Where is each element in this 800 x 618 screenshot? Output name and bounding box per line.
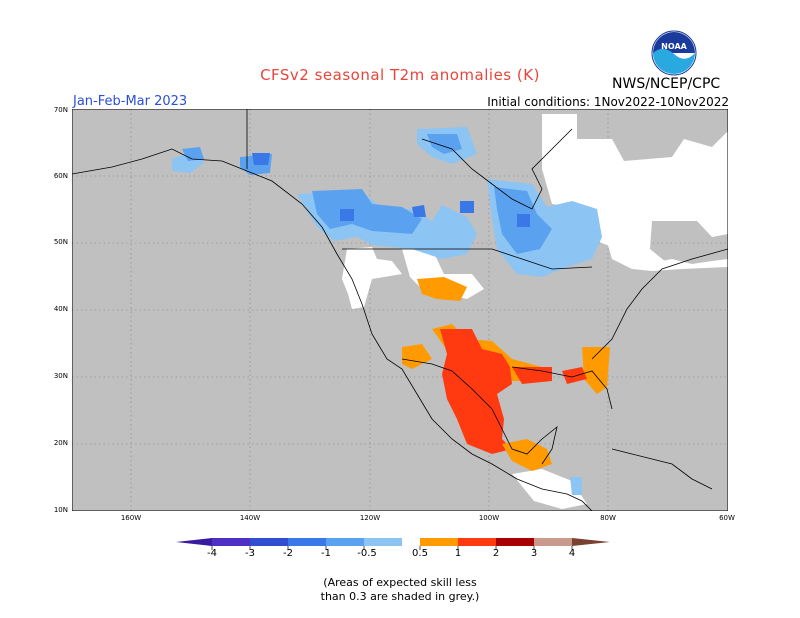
lon-label-120w: 120W: [359, 514, 381, 522]
colorbar-ticks: [211, 546, 573, 550]
lon-label-140w: 140W: [239, 514, 261, 522]
colorbar-right-arrow: [572, 538, 610, 546]
colorbar-swatch: [212, 538, 250, 546]
initial-conditions-label: Initial conditions: 1Nov2022-10Nov2022: [487, 95, 729, 109]
colorbar-swatch: [250, 538, 288, 546]
warm-anomaly-regions: [402, 277, 610, 471]
colorbar-label: 3: [530, 548, 538, 559]
organization-label: NWS/NCEP/CPC: [612, 76, 721, 92]
lat-label-10n: 10N: [53, 506, 68, 514]
logo-text: NOAA: [661, 42, 687, 51]
colorbar-label: -0.5: [357, 548, 377, 559]
colorbar-label: -4: [207, 548, 217, 559]
graticule: [72, 109, 728, 511]
colorbar: [176, 538, 610, 550]
lon-label-160w: 160W: [120, 514, 142, 522]
colorbar-label: -3: [245, 548, 255, 559]
cold-anomaly-regions: [172, 127, 602, 495]
colorbar-label: -2: [283, 548, 293, 559]
colorbar-swatch: [534, 538, 572, 546]
lon-label-60w: 60W: [719, 514, 735, 522]
colorbar-swatch: [420, 538, 458, 546]
colorbar-label: 1: [454, 548, 462, 559]
skill-footnote: (Areas of expected skill less than 0.3 a…: [0, 576, 800, 604]
colorbar-label: 4: [568, 548, 576, 559]
lat-label-60n: 60N: [53, 172, 68, 180]
anomaly-map: [72, 109, 728, 511]
lon-label-100w: 100W: [478, 514, 500, 522]
colorbar-swatch: [288, 538, 326, 546]
season-label: Jan-Feb-Mar 2023: [73, 94, 188, 109]
colorbar-label: 2: [492, 548, 500, 559]
colorbar-label: 0.5: [412, 548, 428, 559]
chart-title: CFSv2 seasonal T2m anomalies (K): [260, 66, 540, 84]
lat-label-30n: 30N: [53, 372, 68, 380]
lat-label-20n: 20N: [53, 439, 68, 447]
coastlines: [72, 109, 728, 511]
colorbar-swatch: [402, 538, 420, 546]
footnote-line-2: than 0.3 are shaded in grey.): [320, 590, 480, 603]
colorbar-swatch: [326, 538, 364, 546]
lat-label-40n: 40N: [53, 305, 68, 313]
colorbar-left-arrow: [176, 538, 212, 546]
noaa-logo: NOAA: [651, 30, 697, 76]
colorbar-swatch: [458, 538, 496, 546]
colorbar-label: -1: [321, 548, 331, 559]
lon-label-80w: 80W: [600, 514, 616, 522]
lat-label-70n: 70N: [53, 106, 68, 114]
lat-label-50n: 50N: [53, 238, 68, 246]
colorbar-swatch: [496, 538, 534, 546]
footnote-line-1: (Areas of expected skill less: [323, 576, 477, 589]
colorbar-swatch: [364, 538, 402, 546]
